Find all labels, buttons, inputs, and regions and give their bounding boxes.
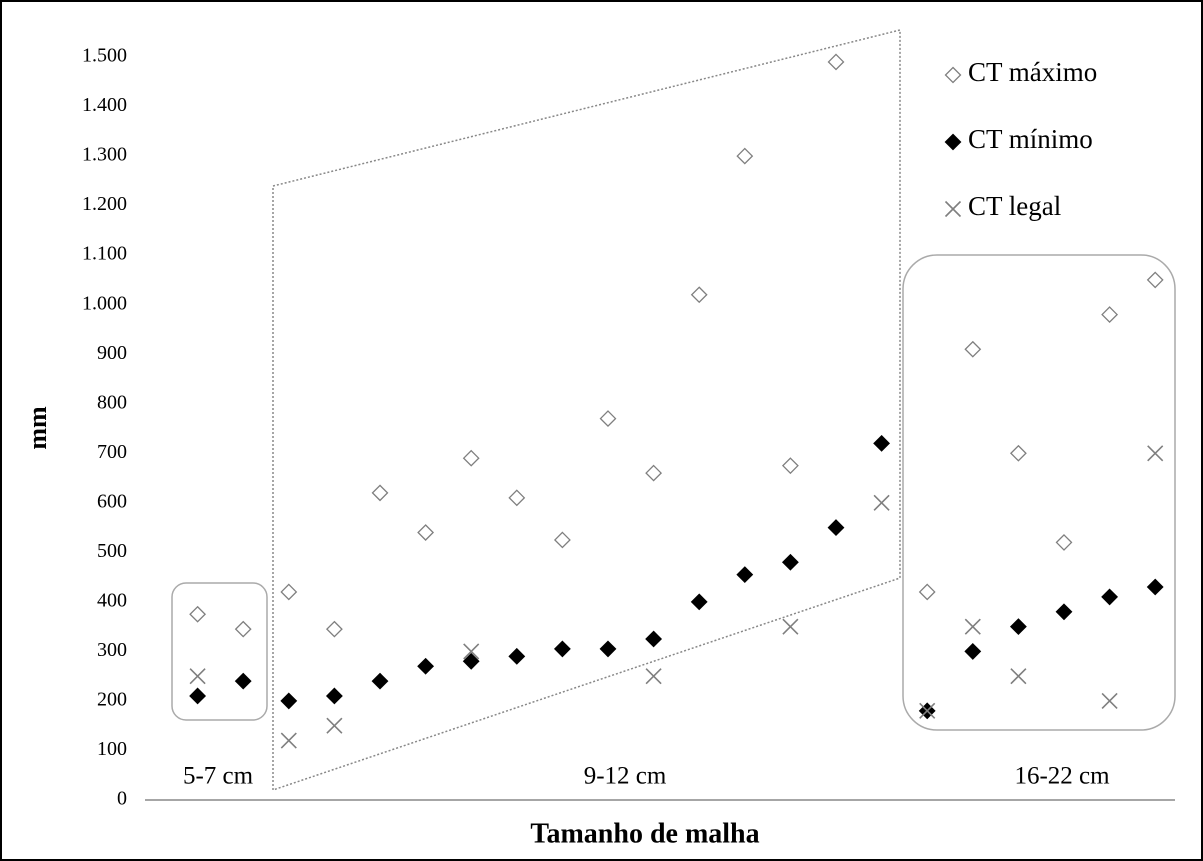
- point: [1055, 534, 1073, 551]
- group-box: [171, 582, 268, 721]
- point: [1055, 603, 1073, 621]
- group-box: [272, 29, 901, 792]
- legend-label: CT legal: [968, 191, 1061, 221]
- point: [508, 647, 526, 665]
- point: [645, 630, 663, 648]
- y-tick-label: 0: [117, 788, 127, 810]
- y-tick-label: 600: [97, 490, 127, 512]
- point: [1101, 588, 1119, 606]
- point: [919, 702, 936, 719]
- point: [827, 53, 845, 71]
- point: [964, 642, 982, 660]
- y-tick-label: 1.400: [82, 94, 127, 116]
- group-box: [902, 254, 1176, 731]
- y-tick-label: 1.200: [82, 193, 127, 215]
- point: [736, 566, 754, 584]
- point: [371, 672, 389, 690]
- y-tick-label: 200: [97, 689, 127, 711]
- point: [280, 732, 297, 749]
- point: [1009, 444, 1027, 462]
- point: [599, 640, 617, 658]
- point: [690, 286, 708, 304]
- point: [873, 494, 890, 511]
- point: [462, 652, 480, 670]
- point: [918, 583, 936, 601]
- point: [189, 668, 206, 685]
- point: [553, 531, 571, 549]
- point: [1147, 445, 1164, 462]
- point: [599, 410, 617, 428]
- point: [782, 618, 799, 635]
- point: [189, 605, 207, 623]
- point: [1146, 271, 1164, 289]
- legend-label: CT mínimo: [968, 124, 1093, 154]
- point: [964, 340, 982, 358]
- point: [645, 668, 662, 685]
- point: [645, 464, 663, 482]
- point: [189, 687, 207, 705]
- y-tick-label: 1.300: [82, 144, 127, 166]
- legend-marker: [944, 66, 962, 84]
- legend-label: CT máximo: [968, 57, 1097, 87]
- point: [462, 449, 480, 467]
- point: [234, 620, 252, 638]
- point: [1009, 618, 1027, 636]
- y-tick-label: 300: [97, 639, 127, 661]
- point: [371, 484, 389, 502]
- y-tick-label: 500: [97, 540, 127, 562]
- point: [781, 457, 799, 475]
- x-axis-title: Tamanho de malha: [530, 818, 759, 849]
- point: [280, 692, 298, 710]
- y-axis-title: mm: [23, 406, 52, 450]
- point: [280, 583, 298, 601]
- point: [1101, 306, 1119, 323]
- point: [553, 640, 571, 658]
- point: [463, 643, 480, 660]
- point: [873, 434, 891, 452]
- legend-marker: [944, 133, 962, 151]
- annotation: 16-22 cm: [1014, 763, 1110, 790]
- point: [508, 489, 526, 507]
- point: [1101, 692, 1118, 709]
- point: [1010, 668, 1027, 685]
- y-tick-label: 1.100: [82, 243, 127, 265]
- point: [417, 657, 435, 675]
- y-tick-label: 400: [97, 589, 127, 611]
- point: [234, 672, 252, 690]
- point: [326, 717, 343, 734]
- point: [781, 553, 799, 571]
- point: [736, 147, 754, 165]
- y-tick-label: 700: [97, 441, 127, 463]
- point: [964, 618, 981, 635]
- legend-marker: [944, 200, 962, 218]
- annotation: 9-12 cm: [584, 763, 667, 790]
- point: [690, 593, 708, 611]
- point: [827, 519, 845, 536]
- y-tick-label: 1.000: [82, 292, 127, 314]
- point: [325, 687, 343, 705]
- annotation: 5-7 cm: [183, 763, 254, 790]
- point: [1146, 578, 1164, 596]
- point: [417, 524, 435, 541]
- y-tick-label: 100: [97, 738, 127, 760]
- y-tick-label: 900: [97, 342, 127, 364]
- y-tick-label: 800: [97, 391, 127, 413]
- point: [325, 620, 343, 638]
- y-tick-label: 1.500: [82, 45, 127, 67]
